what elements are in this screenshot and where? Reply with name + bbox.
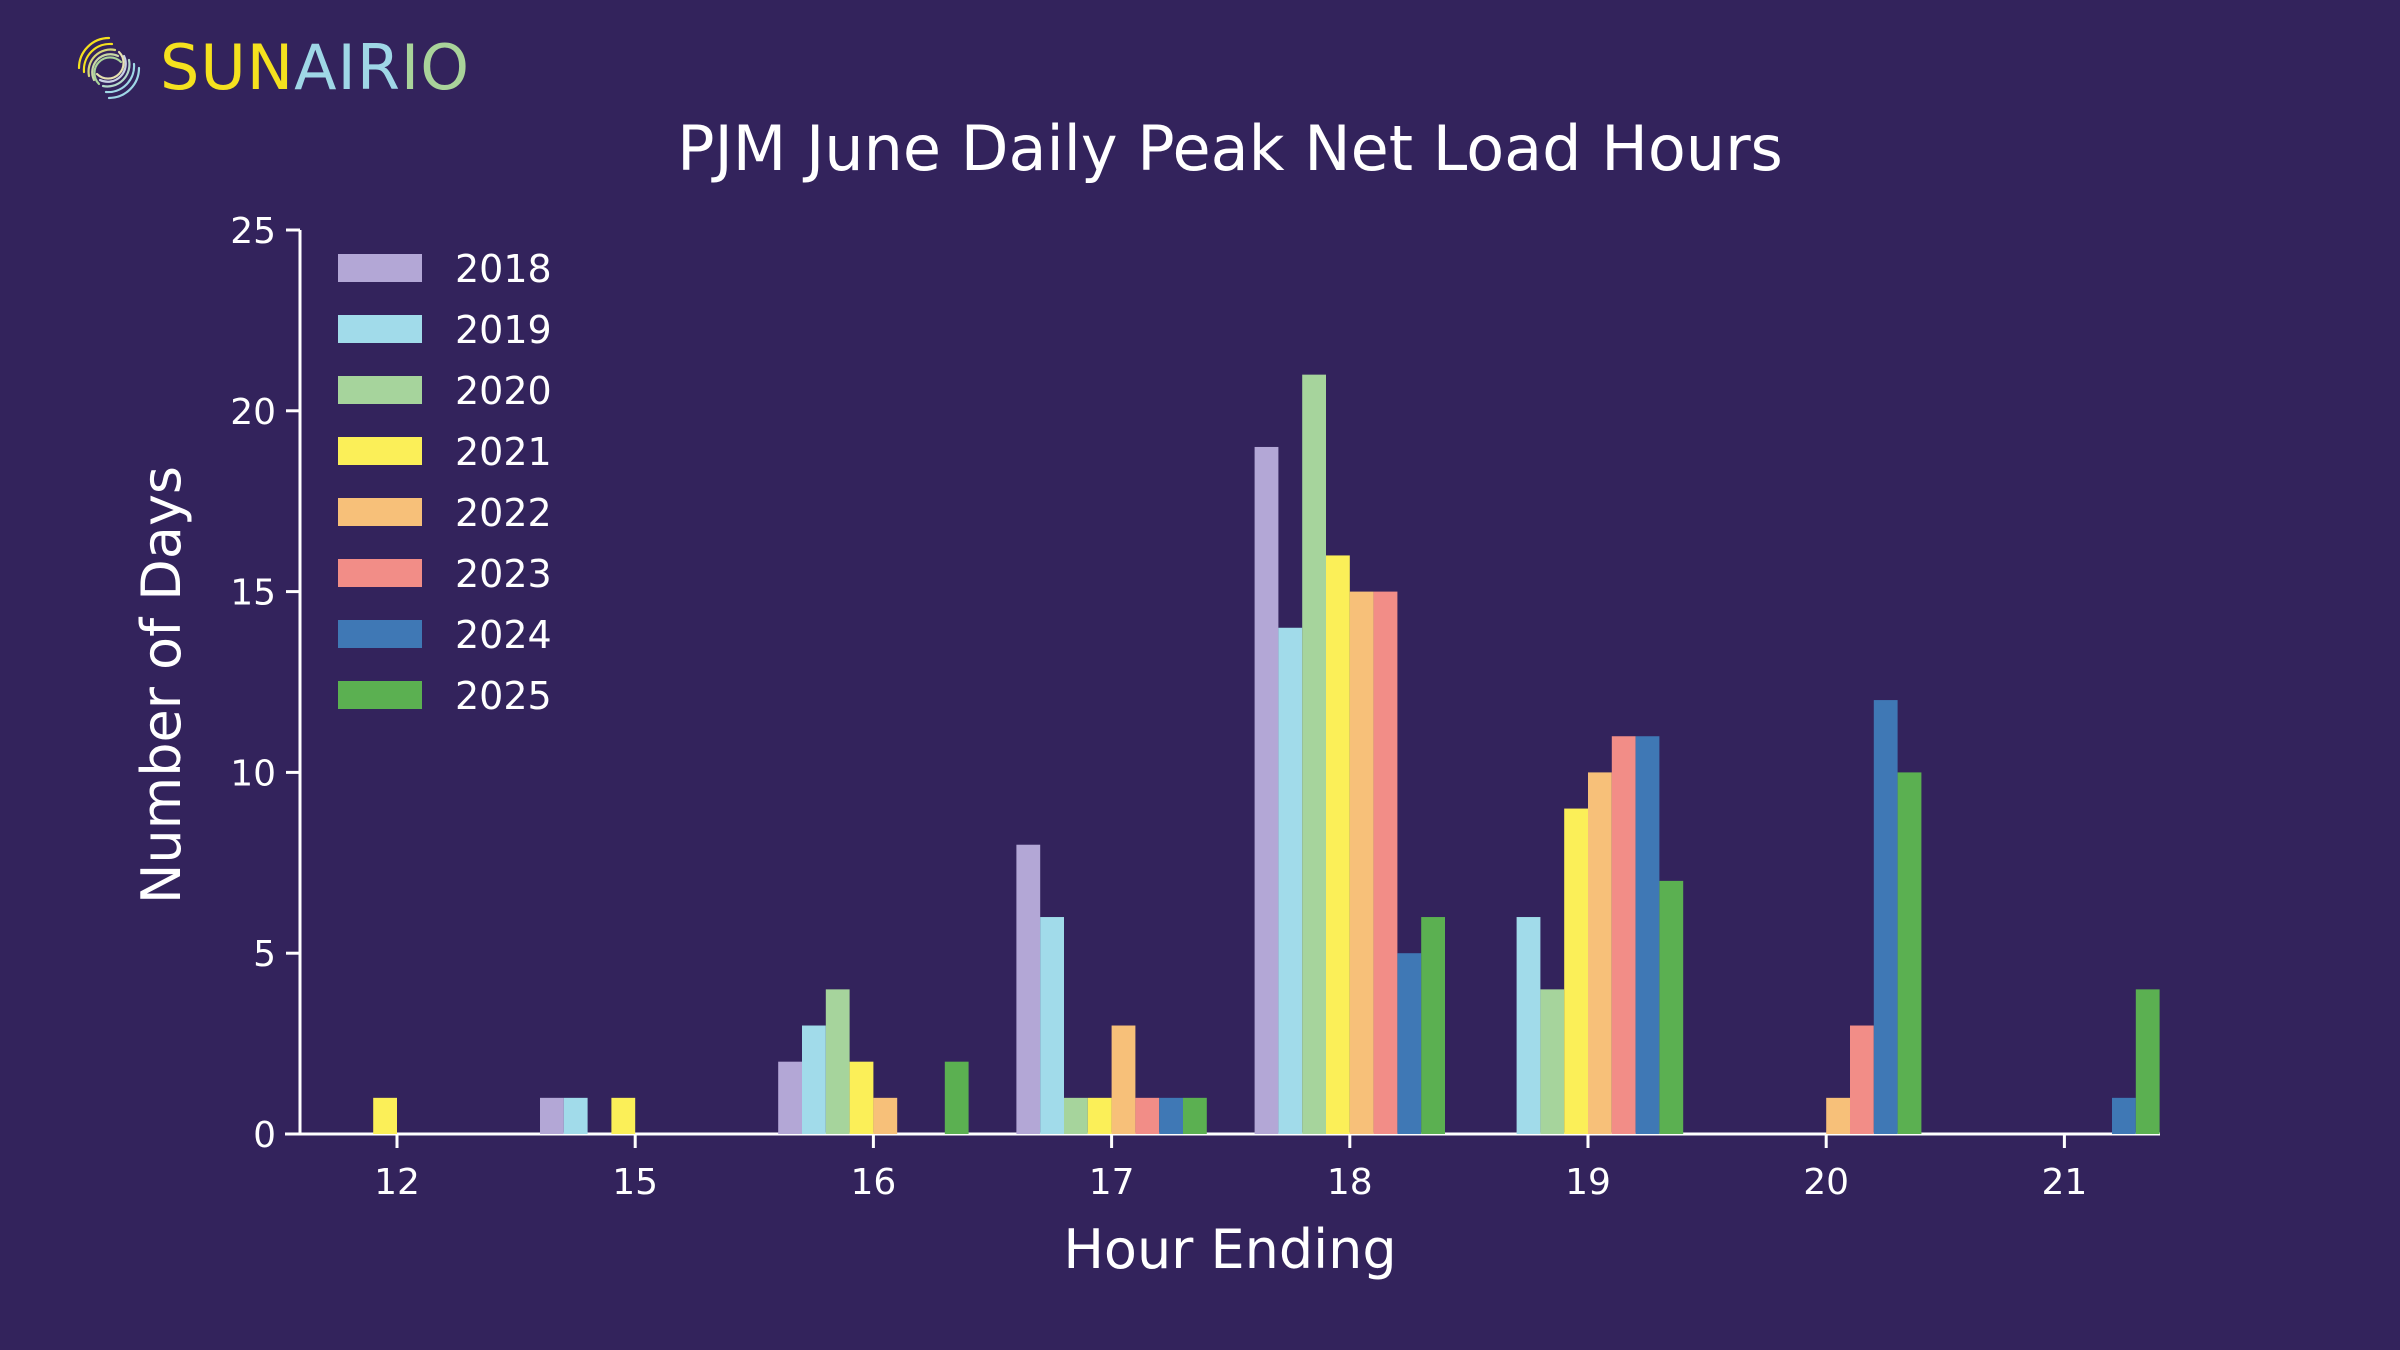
x-tick-label: 20 (1803, 1162, 1849, 1203)
bar-2021-16 (849, 1061, 874, 1134)
legend-label-2024: 2024 (455, 613, 552, 657)
bar-2021-17 (1087, 1097, 1112, 1134)
bar-2021-18 (1326, 555, 1350, 1134)
bar-2020-16 (825, 989, 850, 1134)
legend-swatch-2019 (338, 315, 422, 343)
brand-word-air: AIR (294, 31, 401, 104)
bar-2019-16 (802, 1025, 826, 1134)
x-tick-label: 15 (612, 1162, 658, 1203)
bar-2025-17 (1183, 1097, 1207, 1134)
legend-label-2019: 2019 (455, 308, 552, 352)
legend-label-2025: 2025 (455, 674, 552, 718)
bar-2019-19 (1516, 917, 1541, 1134)
bar-2025-18 (1421, 917, 1445, 1134)
x-tick-label: 16 (850, 1162, 896, 1203)
legend-label-2023: 2023 (455, 552, 552, 596)
legend-label-2020: 2020 (455, 369, 552, 413)
legend-label-2022: 2022 (455, 491, 552, 535)
legend-swatch-2023 (338, 559, 422, 587)
bar-2020-17 (1064, 1097, 1088, 1134)
y-tick-label: 20 (230, 392, 276, 433)
bar-2024-20 (1873, 700, 1898, 1134)
legend-swatch-2022 (338, 498, 422, 526)
chart-title: PJM June Daily Peak Net Load Hours (677, 112, 1783, 185)
bar-2022-20 (1826, 1097, 1850, 1134)
bar-2025-16 (944, 1061, 969, 1134)
y-tick-label: 25 (230, 211, 276, 252)
bar-2025-20 (1897, 772, 1922, 1134)
bar-2021-19 (1564, 808, 1588, 1134)
bar-2019-17 (1040, 917, 1064, 1134)
legend: 2018 2019 2020 2021 2022 2023 2024 2025 (338, 247, 552, 718)
x-tick-label: 19 (1565, 1162, 1611, 1203)
bar-2024-19 (1635, 736, 1660, 1134)
bar-2022-18 (1349, 591, 1374, 1134)
bar-2019-15 (563, 1097, 588, 1134)
bar-2024-21 (2112, 1097, 2136, 1134)
bar-2021-15 (611, 1097, 636, 1134)
legend-swatch-2021 (338, 437, 422, 465)
legend-label-2018: 2018 (455, 247, 552, 291)
legend-swatch-2024 (338, 620, 422, 648)
bar-2022-17 (1111, 1025, 1136, 1134)
brand-word-io: IO (400, 31, 470, 104)
y-tick-label: 15 (230, 573, 276, 614)
bar-2023-17 (1135, 1097, 1160, 1134)
swirl-logo-icon (77, 36, 141, 100)
bar-2018-15 (540, 1097, 564, 1134)
bars (373, 374, 2160, 1135)
bar-2025-19 (1659, 880, 1684, 1134)
bar-2024-18 (1397, 953, 1422, 1134)
y-axis-title: Number of Days (130, 466, 193, 904)
bar-2024-17 (1159, 1097, 1183, 1134)
bar-2018-17 (1016, 844, 1041, 1134)
x-tick-label: 21 (2041, 1162, 2087, 1203)
legend-swatch-2018 (338, 254, 422, 282)
bar-2023-20 (1850, 1025, 1874, 1134)
legend-label-2021: 2021 (455, 430, 552, 474)
brand-logo: SUNAIRIO (72, 30, 470, 106)
bar-2022-16 (873, 1097, 898, 1134)
legend-swatch-2020 (338, 376, 422, 404)
y-tick-label: 5 (253, 934, 276, 975)
bar-2018-18 (1254, 446, 1279, 1135)
bar-2020-19 (1540, 989, 1565, 1134)
y-tick-label: 10 (230, 753, 276, 794)
x-axis-title: Hour Ending (1063, 1218, 1396, 1281)
x-tick-label: 17 (1089, 1162, 1135, 1203)
legend-swatch-2025 (338, 681, 422, 709)
bar-2025-21 (2135, 989, 2160, 1134)
bar-2023-18 (1373, 591, 1398, 1134)
bar-2022-19 (1588, 772, 1612, 1134)
y-tick-label: 0 (253, 1115, 276, 1156)
bar-2020-18 (1302, 374, 1326, 1134)
bar-2023-19 (1611, 736, 1636, 1134)
x-tick-label: 12 (374, 1162, 420, 1203)
bar-2018-16 (778, 1061, 802, 1134)
x-tick-label: 18 (1327, 1162, 1373, 1203)
brand-wordmark: SUNAIRIO (160, 30, 470, 106)
bar-2021-12 (373, 1097, 397, 1134)
brand-word-sun: SUN (160, 31, 295, 104)
bar-2019-18 (1278, 627, 1303, 1134)
